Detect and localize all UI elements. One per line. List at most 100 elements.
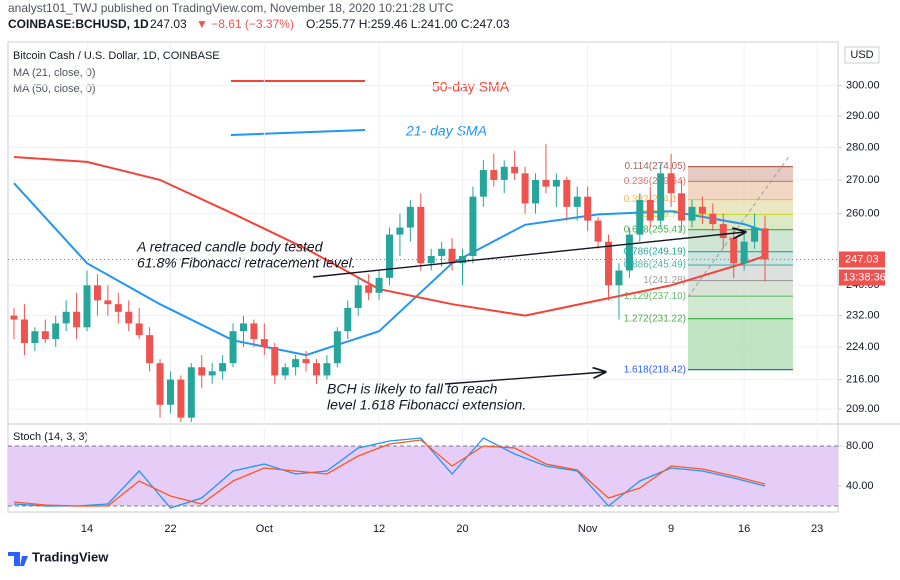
y-tick-label: 290.00 (846, 110, 880, 122)
y-tick-label: 260.00 (846, 208, 880, 220)
candle-body (740, 241, 748, 264)
candle-body (125, 311, 133, 324)
chart-title: Bitcoin Cash / U.S. Dollar, 1D, COINBASE (13, 50, 220, 62)
candle-body (333, 331, 341, 364)
candle-body (219, 363, 227, 372)
annotation: A retraced candle body tested (136, 239, 324, 255)
candle-body (385, 234, 393, 278)
fib-band (688, 181, 793, 200)
candle-body (177, 379, 185, 418)
candle-body (657, 173, 665, 221)
stoch-band (8, 446, 838, 506)
candle-body (448, 248, 456, 264)
candle-body (344, 307, 352, 332)
x-tick-label: 12 (373, 523, 385, 535)
fib-band (688, 280, 793, 297)
candle-body (646, 200, 654, 221)
candle-body (166, 379, 174, 405)
candle-body (552, 179, 560, 187)
candle-body (479, 170, 487, 197)
x-tick-label: 23 (811, 523, 823, 535)
legend-entry: MA (21, close, 0) (13, 67, 96, 79)
candle-body (667, 173, 675, 194)
candle-body (636, 200, 644, 235)
legend-entry: MA (50, close, 0) (13, 83, 96, 95)
candle-body (615, 270, 623, 286)
fib-label: 0.382(264.14) (624, 194, 686, 205)
candle-body (73, 311, 81, 328)
candle-body (584, 196, 592, 221)
fib-band (688, 251, 793, 266)
fib-label: 0.886(245.49) (624, 260, 686, 271)
candle-body (250, 323, 258, 340)
last-price-label: 247.03 (845, 253, 879, 265)
fib-label: 1.618(218.42) (624, 364, 686, 375)
candle-body (427, 255, 435, 264)
candle-body (678, 193, 686, 221)
annotation: 50-day SMA (432, 79, 510, 95)
candle-body (312, 363, 320, 376)
candle-body (594, 220, 602, 242)
legend-drawing (230, 129, 366, 136)
fib-band (688, 296, 793, 319)
publish-line: analyst101_TWJ published on TradingView.… (8, 1, 454, 15)
y-tick-label: 40.00 (846, 480, 874, 492)
candle-body (281, 367, 289, 376)
brand-logo (8, 552, 28, 566)
y-tick-label: 80.00 (846, 440, 874, 452)
ohlc: O:255.77 H:259.46 L:241.00 C:247.03 (306, 17, 510, 31)
axis-unit: USD (850, 49, 873, 61)
candle-body (114, 304, 122, 312)
x-tick-label: 9 (668, 523, 674, 535)
candle-body (354, 285, 362, 308)
x-tick-label: 22 (164, 523, 176, 535)
fib-band (688, 318, 793, 370)
trend-line (687, 154, 791, 298)
annotation: 61.8% Fibonacci retracement level. (137, 255, 356, 271)
candle-body (563, 179, 571, 207)
candle-body (709, 213, 717, 225)
candle-body (156, 363, 164, 405)
candle-body (187, 367, 195, 418)
fib-label: 0.114(274.05) (624, 161, 686, 172)
series-line (13, 439, 766, 507)
fib-label: 0.618(255.41) (624, 224, 686, 235)
annotation: level 1.618 Fibonacci extension. (327, 397, 526, 413)
candle-body (83, 285, 91, 328)
price-change: ▼ −8.61 (−3.37%) (196, 17, 294, 31)
candle-body (41, 331, 49, 340)
candle-body (365, 285, 373, 293)
candle-body (208, 371, 216, 376)
candle-body (52, 323, 60, 340)
candle-body (542, 179, 550, 187)
candle-body (198, 367, 206, 376)
fib-label: 1(241.28) (643, 275, 686, 286)
candle-body (302, 359, 310, 364)
candle-body (688, 206, 696, 221)
indicator-title: Stoch (14, 3, 3) (13, 431, 88, 443)
candle-body (10, 315, 18, 320)
fib-band (688, 166, 793, 182)
x-tick-label: 20 (456, 523, 468, 535)
candle-body (292, 359, 300, 368)
candle-body (625, 234, 633, 271)
candle-body (698, 206, 706, 214)
candle-body (229, 331, 237, 364)
candle-body (511, 166, 519, 174)
fib-label: 0.236(269.54) (624, 176, 686, 187)
candle-body (438, 248, 446, 256)
candle-body (490, 170, 498, 180)
candle-body (521, 173, 529, 204)
arrow (444, 372, 605, 385)
candle-body (719, 224, 727, 239)
series-line (13, 437, 766, 509)
candle-body (532, 179, 540, 204)
candle-body (605, 241, 613, 286)
candle-body (260, 339, 268, 348)
candle-body (31, 331, 39, 344)
candle-body (375, 277, 383, 293)
countdown: 13:38:36 (843, 271, 886, 283)
last-price-box (839, 251, 885, 268)
candle-body (500, 166, 508, 180)
brand: TradingView (32, 549, 109, 564)
